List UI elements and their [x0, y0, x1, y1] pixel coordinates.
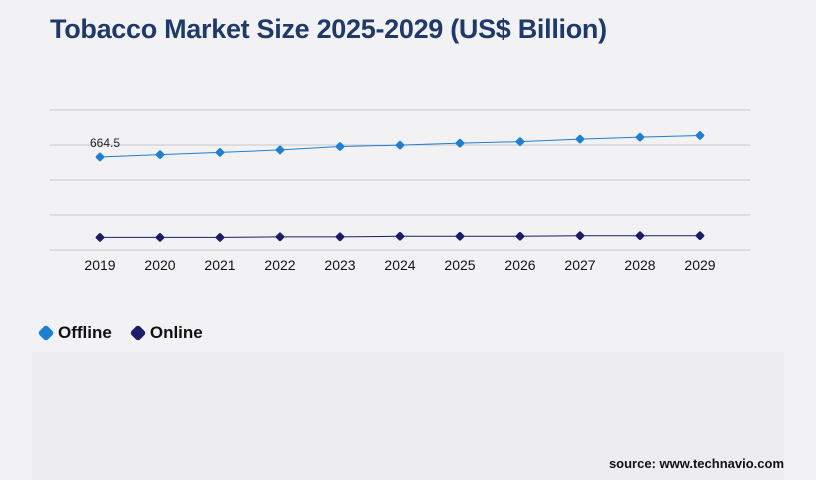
x-tick-label: 2023 — [324, 257, 355, 273]
data-point-offline[interactable] — [275, 145, 285, 155]
data-point-offline[interactable] — [95, 152, 105, 162]
data-point-online[interactable] — [275, 232, 285, 242]
data-point-offline[interactable] — [575, 134, 585, 144]
plot-panel-background — [32, 352, 784, 480]
legend-item-offline[interactable]: Offline — [37, 323, 112, 343]
data-markers — [95, 131, 705, 242]
legend-marker-offline — [37, 324, 55, 342]
legend-label-online: Online — [149, 323, 203, 342]
chart-title: Tobacco Market Size 2025-2029 (US$ Billi… — [50, 14, 607, 44]
x-tick-label: 2027 — [564, 257, 595, 273]
data-label: 664.5 — [90, 136, 120, 150]
x-tick-label: 2024 — [384, 257, 415, 273]
data-point-online[interactable] — [515, 231, 525, 241]
data-point-offline[interactable] — [455, 138, 465, 148]
data-point-online[interactable] — [95, 232, 105, 242]
legend-label-offline: Offline — [58, 323, 112, 342]
labels: 2019 2020 2021 2022 2023 2024 2025 2026 2027 2028… — [84, 136, 715, 273]
x-tick-label: 2022 — [264, 257, 295, 273]
data-point-offline[interactable] — [515, 137, 525, 147]
legend-marker-online — [129, 324, 147, 342]
data-point-offline[interactable] — [335, 142, 345, 152]
gridlines — [50, 109, 750, 251]
data-point-online[interactable] — [635, 231, 645, 241]
data-point-online[interactable] — [395, 231, 405, 241]
data-point-offline[interactable] — [395, 140, 405, 150]
x-tick-label: 2019 — [84, 257, 115, 273]
data-point-offline[interactable] — [215, 147, 225, 157]
data-point-offline[interactable] — [635, 132, 645, 142]
x-tick-label: 2029 — [684, 257, 715, 273]
x-tick-label: 2028 — [624, 257, 655, 273]
legend-item-online[interactable]: Online — [129, 323, 203, 343]
data-point-online[interactable] — [575, 231, 585, 241]
x-tick-label: 2025 — [444, 257, 475, 273]
data-point-online[interactable] — [155, 232, 165, 242]
series-lines — [99, 134, 701, 238]
data-point-online[interactable] — [695, 231, 705, 241]
x-tick-label: 2020 — [144, 257, 175, 273]
x-tick-label: 2026 — [504, 257, 535, 273]
legend: Offline Online — [37, 323, 203, 343]
data-point-offline[interactable] — [155, 150, 165, 160]
data-point-offline[interactable] — [695, 131, 705, 141]
data-point-online[interactable] — [455, 231, 465, 241]
data-point-online[interactable] — [335, 232, 345, 242]
data-point-online[interactable] — [215, 232, 225, 242]
x-tick-label: 2021 — [204, 257, 235, 273]
source-credit: source: www.technavio.com — [608, 456, 784, 471]
